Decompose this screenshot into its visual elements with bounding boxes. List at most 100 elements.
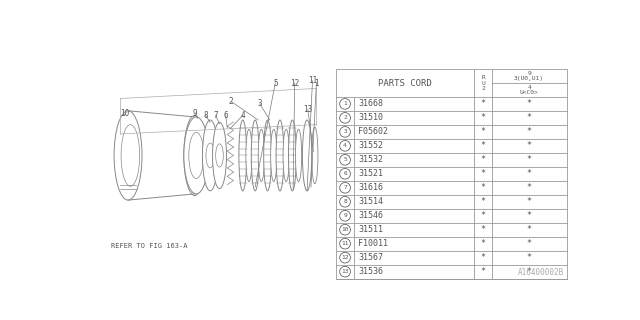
Ellipse shape	[271, 129, 277, 182]
Text: *: *	[527, 211, 532, 220]
Ellipse shape	[276, 120, 284, 191]
Text: *: *	[527, 183, 532, 192]
Text: 7: 7	[343, 185, 347, 190]
Text: *: *	[481, 197, 486, 206]
Text: A16400002B: A16400002B	[518, 268, 564, 277]
Text: 31616: 31616	[358, 183, 383, 192]
Text: *: *	[527, 197, 532, 206]
Text: *: *	[481, 155, 486, 164]
Text: 9
3(U0,U1): 9 3(U0,U1)	[514, 71, 544, 81]
Text: 5: 5	[273, 78, 278, 88]
Text: 31532: 31532	[358, 155, 383, 164]
Text: *: *	[481, 100, 486, 108]
Text: 4: 4	[343, 143, 347, 148]
Text: *: *	[481, 113, 486, 122]
Circle shape	[340, 155, 350, 165]
Text: 31510: 31510	[358, 113, 383, 122]
Ellipse shape	[264, 120, 271, 191]
Text: 11: 11	[341, 241, 349, 246]
Text: 31536: 31536	[358, 267, 383, 276]
Text: *: *	[481, 239, 486, 248]
Circle shape	[340, 169, 350, 179]
Text: 31552: 31552	[358, 141, 383, 150]
Ellipse shape	[296, 129, 301, 182]
Circle shape	[340, 126, 350, 137]
Text: 31511: 31511	[358, 225, 383, 234]
Text: *: *	[481, 141, 486, 150]
Text: *: *	[527, 127, 532, 136]
Text: 8: 8	[343, 199, 347, 204]
Ellipse shape	[202, 120, 218, 191]
Text: *: *	[527, 253, 532, 262]
Text: 6: 6	[343, 171, 347, 176]
Text: 2: 2	[343, 116, 347, 120]
Text: *: *	[527, 155, 532, 164]
Text: 3: 3	[343, 129, 347, 134]
Text: *: *	[481, 267, 486, 276]
Text: F05602: F05602	[358, 127, 388, 136]
Text: 4
U<C0>: 4 U<C0>	[520, 85, 538, 95]
Text: 9: 9	[193, 109, 197, 118]
Text: REFER TO FIG 163-A: REFER TO FIG 163-A	[111, 243, 188, 249]
Circle shape	[340, 196, 350, 207]
Text: 7: 7	[213, 111, 218, 120]
Circle shape	[340, 211, 350, 221]
Text: 1: 1	[343, 101, 347, 107]
Text: 31567: 31567	[358, 253, 383, 262]
Text: *: *	[527, 169, 532, 178]
Circle shape	[340, 140, 350, 151]
Text: 6: 6	[223, 111, 228, 120]
Text: 9: 9	[343, 213, 347, 218]
Text: 13: 13	[341, 269, 349, 274]
Text: *: *	[527, 239, 532, 248]
Circle shape	[340, 224, 350, 235]
Text: 12: 12	[290, 78, 300, 88]
Text: 3: 3	[257, 99, 262, 108]
Text: *: *	[481, 211, 486, 220]
Ellipse shape	[239, 120, 246, 191]
Ellipse shape	[312, 127, 318, 184]
Text: 31668: 31668	[358, 100, 383, 108]
Ellipse shape	[259, 129, 264, 182]
Circle shape	[340, 266, 350, 277]
Ellipse shape	[252, 120, 259, 191]
Text: R
U
2: R U 2	[481, 75, 485, 91]
Text: *: *	[527, 225, 532, 234]
Text: F10011: F10011	[358, 239, 388, 248]
Ellipse shape	[206, 143, 214, 168]
Ellipse shape	[212, 122, 227, 188]
Bar	[336, 69, 566, 279]
Circle shape	[340, 252, 350, 263]
Text: 10: 10	[341, 227, 349, 232]
Circle shape	[340, 99, 350, 109]
Text: *: *	[481, 183, 486, 192]
Text: 8: 8	[204, 111, 208, 120]
Ellipse shape	[283, 129, 289, 182]
Text: *: *	[481, 253, 486, 262]
Text: *: *	[527, 113, 532, 122]
Text: *: *	[481, 127, 486, 136]
Text: 31546: 31546	[358, 211, 383, 220]
Ellipse shape	[216, 144, 223, 167]
Text: 1: 1	[314, 78, 319, 88]
Circle shape	[340, 113, 350, 123]
Text: 12: 12	[341, 255, 349, 260]
Text: PARTS CORD: PARTS CORD	[378, 78, 432, 88]
Text: 5: 5	[343, 157, 347, 162]
Ellipse shape	[246, 129, 252, 182]
Ellipse shape	[114, 111, 142, 200]
Text: *: *	[527, 100, 532, 108]
Circle shape	[340, 182, 350, 193]
Ellipse shape	[184, 117, 209, 194]
Text: 4: 4	[241, 111, 245, 120]
Text: *: *	[527, 267, 532, 276]
Ellipse shape	[121, 124, 140, 186]
Text: 31521: 31521	[358, 169, 383, 178]
Text: *: *	[527, 141, 532, 150]
Ellipse shape	[289, 120, 296, 191]
Text: *: *	[481, 169, 486, 178]
Ellipse shape	[189, 132, 204, 179]
Circle shape	[340, 238, 350, 249]
Ellipse shape	[184, 116, 205, 196]
Text: 10: 10	[120, 109, 129, 118]
